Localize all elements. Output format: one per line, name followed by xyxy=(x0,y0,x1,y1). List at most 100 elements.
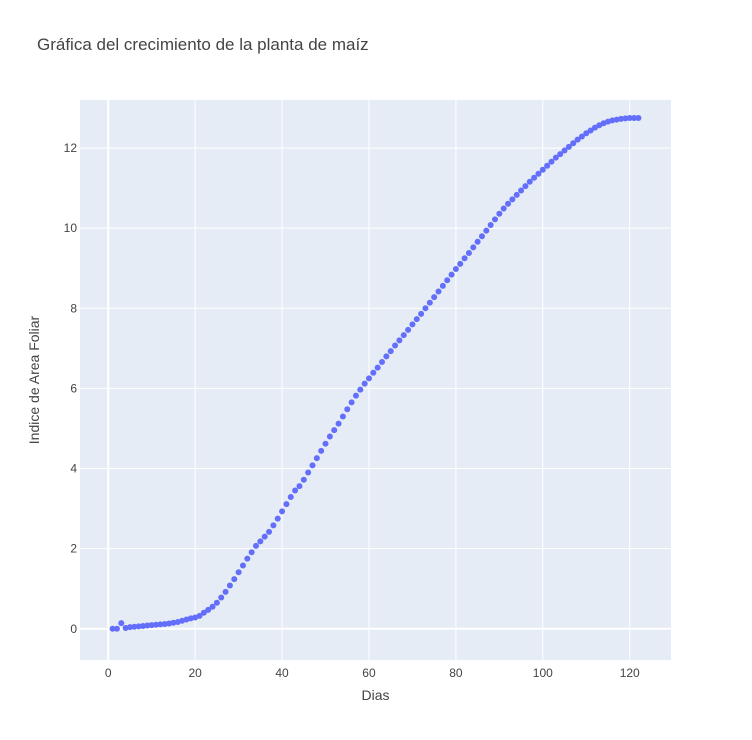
x-axis-title: Dias xyxy=(361,687,389,703)
x-tick-label: 0 xyxy=(105,666,112,680)
data-point xyxy=(387,348,394,355)
chart-title: Gráfica del crecimiento de la planta de … xyxy=(37,35,369,54)
data-point xyxy=(213,599,220,606)
x-tick-label: 80 xyxy=(449,666,463,680)
data-point xyxy=(279,508,286,515)
data-point xyxy=(431,294,438,301)
data-point xyxy=(218,594,225,601)
data-point xyxy=(239,562,246,569)
data-point xyxy=(209,603,216,610)
data-point xyxy=(457,260,464,267)
data-point xyxy=(535,170,542,177)
data-point xyxy=(448,271,455,278)
data-point xyxy=(557,151,564,158)
data-point xyxy=(248,549,255,556)
data-point xyxy=(444,277,451,284)
data-point xyxy=(539,166,546,173)
data-point xyxy=(135,623,142,630)
data-point xyxy=(270,522,277,529)
data-point xyxy=(544,162,551,169)
data-point xyxy=(357,386,364,393)
data-point xyxy=(283,501,290,508)
data-point xyxy=(552,154,559,161)
data-point xyxy=(418,310,425,317)
data-point xyxy=(487,221,494,228)
data-point xyxy=(470,244,477,251)
data-point xyxy=(505,200,512,207)
data-point xyxy=(261,533,268,540)
y-tick-label: 12 xyxy=(64,141,78,155)
data-point xyxy=(365,375,372,382)
data-point xyxy=(222,588,229,595)
y-tick-label: 10 xyxy=(64,221,78,235)
data-point xyxy=(578,133,585,140)
data-point xyxy=(548,158,555,165)
data-point xyxy=(383,353,390,360)
data-point xyxy=(300,476,307,483)
data-point xyxy=(313,455,320,462)
data-point xyxy=(339,413,346,420)
data-point xyxy=(452,266,459,273)
data-point xyxy=(635,115,642,122)
data-point xyxy=(148,622,155,629)
data-point xyxy=(274,515,281,522)
data-point xyxy=(574,136,581,143)
data-point xyxy=(570,140,577,147)
x-tick-label: 120 xyxy=(620,666,640,680)
data-point xyxy=(409,321,416,328)
data-point xyxy=(405,326,412,333)
data-point xyxy=(235,569,242,576)
data-point xyxy=(153,621,160,628)
data-point xyxy=(144,622,151,629)
data-point xyxy=(244,555,251,562)
plot-area xyxy=(80,100,671,660)
data-point xyxy=(226,582,233,589)
data-point xyxy=(561,147,568,154)
data-point xyxy=(305,469,312,476)
data-point xyxy=(200,609,207,616)
data-point xyxy=(309,462,316,469)
data-point xyxy=(348,399,355,406)
x-tick-label: 20 xyxy=(188,666,202,680)
y-tick-label: 8 xyxy=(70,301,77,315)
grid-lines xyxy=(80,100,671,660)
x-tick-label: 60 xyxy=(362,666,376,680)
data-point xyxy=(396,337,403,344)
x-tick-label: 100 xyxy=(533,666,553,680)
data-point xyxy=(379,358,386,365)
data-point xyxy=(140,622,147,629)
data-point xyxy=(583,130,590,137)
data-point xyxy=(587,127,594,134)
data-point xyxy=(296,483,303,490)
data-point xyxy=(422,305,429,312)
data-point xyxy=(205,606,212,613)
data-point xyxy=(257,538,264,545)
data-point xyxy=(513,191,520,198)
data-point xyxy=(161,620,168,627)
data-point xyxy=(622,115,629,122)
data-point xyxy=(322,440,329,447)
data-point xyxy=(352,392,359,399)
data-point xyxy=(509,196,516,203)
data-point xyxy=(266,528,273,535)
data-point xyxy=(439,282,446,289)
data-point xyxy=(496,210,503,217)
data-point xyxy=(531,174,538,181)
data-point xyxy=(374,364,381,371)
data-point xyxy=(522,183,529,190)
data-point xyxy=(565,143,572,150)
data-point xyxy=(461,255,468,262)
data-point xyxy=(131,623,138,630)
x-tick-label: 40 xyxy=(275,666,289,680)
data-point xyxy=(626,115,633,122)
data-point xyxy=(196,612,203,619)
data-point xyxy=(400,332,407,339)
data-point xyxy=(109,625,116,632)
data-point xyxy=(126,624,133,631)
y-tick-label: 4 xyxy=(70,462,77,476)
data-point xyxy=(631,115,638,122)
data-point xyxy=(231,576,238,583)
data-point xyxy=(492,216,499,223)
data-point xyxy=(465,250,472,257)
